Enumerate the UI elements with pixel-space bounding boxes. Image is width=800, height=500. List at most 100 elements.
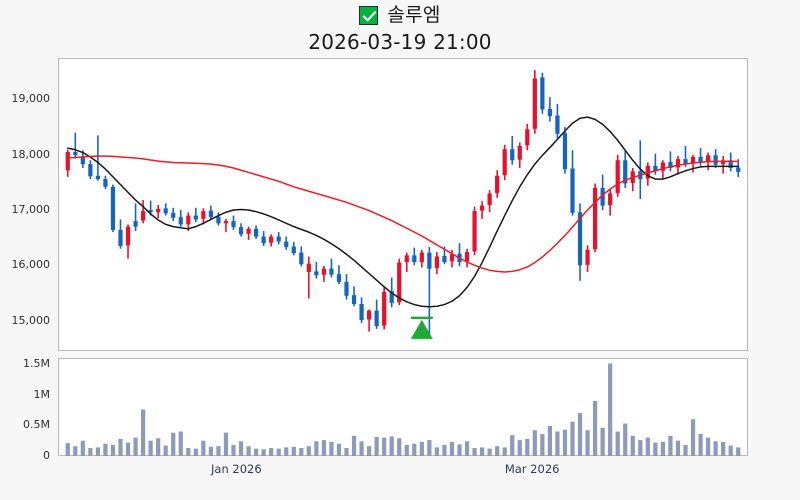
price-axis-tick: 19,000 [11,92,51,106]
candlestick [366,309,372,332]
candlestick [540,72,545,114]
candlestick [615,154,620,197]
volume-bar [125,442,131,456]
volume-bar [306,446,311,456]
volume-bar [397,438,402,456]
volume-bar [457,444,462,456]
candlestick [600,174,605,211]
candlestick [721,155,726,174]
candlestick [216,212,221,226]
volume-bar [118,438,123,456]
volume-bar [344,448,349,456]
volume-axis-tick: 0 [43,449,50,462]
title-row: 솔루엠 [359,2,440,28]
chart-timestamp: 2026-03-19 21:00 [308,30,492,54]
candlestick [201,208,206,225]
candlestick [306,256,311,299]
candlestick [713,149,718,169]
volume-bar [645,437,650,456]
price-chart-plot [65,70,741,339]
candlestick [412,247,417,266]
candlestick [238,223,244,237]
buy-marker-icon[interactable] [410,316,433,339]
volume-bar [140,409,146,456]
candlestick [156,205,161,219]
candlestick [660,160,666,180]
candlestick [314,261,319,279]
volume-bar [88,448,93,456]
volume-bar [713,441,718,456]
candlestick [592,183,598,253]
volume-bar [615,431,620,456]
volume-bar [532,430,537,456]
volume-bar [253,448,259,456]
volume-bar [374,437,379,456]
volume-bar [148,440,153,456]
candlestick [404,252,409,272]
volume-bar [314,441,319,456]
candlestick [329,258,334,278]
candlestick [472,206,477,256]
volume-bar [472,448,477,456]
chart-header: 솔루엠 2026-03-19 21:00 [0,0,800,58]
volume-bar [427,440,432,456]
candlestick [525,123,530,151]
candlestick [517,142,522,169]
volume-bar [291,446,296,456]
stock-name: 솔루엠 [387,4,441,26]
candlestick [547,97,553,122]
volume-bar [103,443,108,456]
candlestick [464,248,470,268]
candlestick [208,205,214,220]
volume-bar [186,448,191,456]
volume-bar [577,413,583,456]
volume-bar [261,449,266,456]
candlestick [623,150,628,188]
volume-axis-tick: 1M [33,387,51,401]
candlestick [88,160,93,180]
volume-bar [366,446,372,456]
volume-bar [495,446,500,456]
volume-bar [525,438,530,456]
candlestick [502,144,507,181]
volume-bar [276,448,281,456]
candlestick [223,218,229,233]
candlestick [562,127,568,174]
volume-bar [721,441,726,456]
candlestick [510,135,515,165]
candlestick [495,170,500,198]
candlestick [133,203,138,232]
volume-bar [404,444,409,456]
volume-bar [419,441,424,456]
candlestick [555,103,560,139]
date-axis-tick: Mar 2026 [504,462,560,476]
price-axis-tick: 16,000 [11,258,51,272]
price-axis-tick: 18,000 [11,147,51,161]
volume-bar [201,440,206,456]
candlestick [193,207,198,223]
volume-axis-tick: 0.5M [23,418,50,432]
candlestick [487,190,492,213]
volume-bar [171,432,176,456]
volume-bar [690,419,696,456]
candlestick [140,200,146,224]
candlestick [125,224,131,259]
candlestick [479,201,485,219]
candlestick [577,203,583,281]
volume-bar [660,441,666,456]
volume-bar [178,431,183,456]
candlestick [698,148,703,166]
volume-bar [80,440,85,456]
candlestick [171,207,176,222]
candlestick [427,247,432,338]
volume-bar [389,436,394,456]
volume-bar [675,440,681,456]
candlestick [110,184,116,233]
volume-bar [449,441,455,456]
volume-bar [329,441,334,456]
check-icon[interactable] [359,5,379,25]
volume-bar [608,363,613,456]
candlestick [336,265,342,285]
volume-bar [562,429,568,456]
price-axis-tick: 17,000 [11,203,51,217]
